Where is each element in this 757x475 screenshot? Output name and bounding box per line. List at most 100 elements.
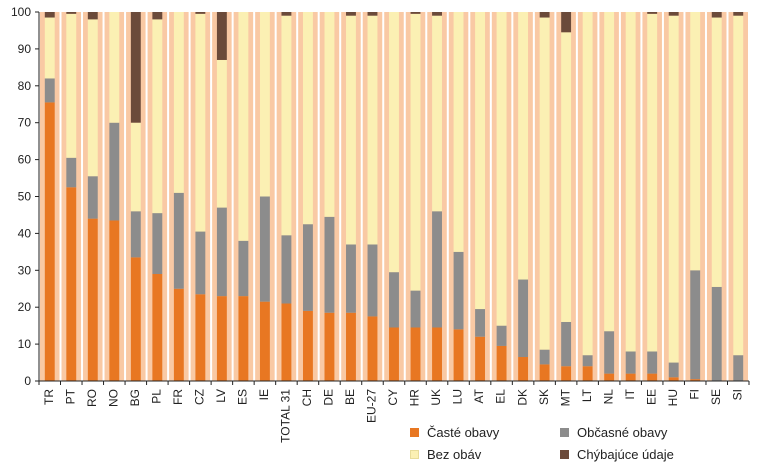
bar-segment-nl-series-1 <box>604 331 615 374</box>
bar-segment-dk-series-0 <box>518 357 529 381</box>
bar-segment-ee-series-1 <box>647 351 658 374</box>
bar-segment-eu-27-series-1 <box>367 244 378 317</box>
bar-segment-be-series-3 <box>346 12 356 16</box>
legend-swatch-obcasne-obavy <box>560 428 569 437</box>
bar-segment-se-series-1 <box>711 286 722 381</box>
bar-segment-hu-series-2 <box>668 15 679 363</box>
x-tick-label-fr: FR <box>171 389 185 405</box>
bar-segment-bg-series-2 <box>130 122 141 212</box>
y-tick-label-50: 50 <box>18 190 32 204</box>
bar-segment-lu-series-0 <box>453 329 464 381</box>
bar-segment-hu-series-1 <box>668 362 679 378</box>
bar-segment-fr-series-2 <box>173 12 184 193</box>
x-tick-label-hu: HU <box>666 389 680 406</box>
y-tick-label-20: 20 <box>18 300 32 314</box>
bar-segment-pt-series-3 <box>66 12 77 14</box>
x-tick-label-pt: PT <box>63 388 77 404</box>
y-tick-label-30: 30 <box>18 263 32 277</box>
chart-legend: Časté obavy Občasné obavy Bez obáv Chýba… <box>410 425 700 465</box>
bar-segment-bg-series-0 <box>130 257 141 381</box>
legend-label-chybajuce-udaje: Chýbajúce údaje <box>577 447 674 462</box>
x-tick-label-nl: NL <box>601 389 615 405</box>
x-tick-label-lu: LU <box>451 389 465 404</box>
bar-segment-cz-series-0 <box>195 294 206 381</box>
bar-segment-de-series-2 <box>324 12 335 217</box>
y-tick-label-40: 40 <box>18 226 32 240</box>
bar-segment-ee-series-2 <box>647 13 658 352</box>
bar-segment-ch-series-0 <box>302 310 313 381</box>
bar-segment-sk-series-2 <box>539 17 550 350</box>
bar-segment-lv-series-3 <box>216 12 227 60</box>
bar-segment-at-series-2 <box>475 12 486 310</box>
bar-segment-tr-series-2 <box>44 17 55 79</box>
x-tick-label-mt: MT <box>558 388 572 406</box>
bar-segment-es-series-1 <box>238 240 249 297</box>
x-tick-label-bg: BG <box>128 389 142 406</box>
x-tick-label-ee: EE <box>644 389 658 405</box>
x-tick-label-tr: TR <box>42 389 56 405</box>
bar-segment-sk-series-0 <box>539 364 550 381</box>
bar-segment-no-series-1 <box>109 122 120 221</box>
x-tick-label-pl: PL <box>150 389 164 404</box>
bar-segment-no-series-0 <box>109 220 120 381</box>
x-tick-label-dk: DK <box>515 389 529 406</box>
bar-segment-hr-series-2 <box>410 13 421 291</box>
bar-segment-bg-series-1 <box>130 211 141 258</box>
bar-segment-hr-series-3 <box>410 12 421 14</box>
bar-segment-it-series-1 <box>625 351 636 374</box>
bar-segment-si-series-2 <box>733 15 744 356</box>
bar-segment-pl-series-3 <box>152 12 163 20</box>
bar-segment-si-series-3 <box>733 12 744 16</box>
bar-segment-eu-27-series-0 <box>367 316 378 381</box>
bar-segment-tr-series-3 <box>44 12 55 18</box>
x-tick-label-se: SE <box>709 389 723 405</box>
bar-segment-tr-series-1 <box>44 78 55 103</box>
x-tick-label-uk: UK <box>429 389 443 406</box>
bar-segment-ro-series-0 <box>87 218 98 381</box>
bar-segment-uk-series-0 <box>432 327 442 381</box>
y-tick-label-100: 100 <box>11 5 31 19</box>
bar-segment-lt-series-2 <box>582 12 593 356</box>
bar-segment-ee-series-3 <box>647 12 658 14</box>
x-tick-label-cy: CY <box>386 389 400 406</box>
bar-segment-se-series-3 <box>711 12 722 18</box>
x-tick-label-at: AT <box>472 388 486 403</box>
x-tick-label-it: IT <box>623 388 637 399</box>
bar-segment-at-series-0 <box>475 336 486 381</box>
legend-label-bez-obav: Bez obáv <box>427 447 482 462</box>
bar-segment-ch-series-2 <box>302 12 313 225</box>
bar-segment-cy-series-0 <box>389 327 399 381</box>
bar-segment-hu-series-0 <box>668 377 679 381</box>
x-tick-label-lt: LT <box>580 388 594 402</box>
bar-segment-tr-series-0 <box>44 102 55 381</box>
bar-segment-de-series-0 <box>324 312 335 381</box>
bar-segment-mt-series-1 <box>561 321 572 367</box>
bar-segment-mt-series-2 <box>561 32 572 322</box>
bar-segment-si-series-1 <box>733 355 744 381</box>
bar-segment-nl-series-2 <box>604 12 615 332</box>
bar-segment-hu-series-3 <box>668 12 679 16</box>
legend-item-bez-obav: Bez obáv <box>410 447 481 462</box>
bar-segment-cy-series-2 <box>389 12 399 273</box>
bar-segment-sk-series-1 <box>539 349 550 365</box>
bar-segment-ie-series-2 <box>259 12 270 197</box>
y-tick-label-0: 0 <box>24 374 31 388</box>
bar-segment-no-series-2 <box>109 12 120 123</box>
x-tick-label-lv: LV <box>214 389 228 403</box>
bar-segment-dk-series-1 <box>518 279 529 358</box>
bar-segment-hr-series-0 <box>410 327 421 381</box>
bar-segment-ro-series-2 <box>87 19 98 177</box>
y-tick-label-60: 60 <box>18 153 32 167</box>
bar-segment-be-series-1 <box>346 244 356 313</box>
bar-segment-nl-series-0 <box>604 373 615 381</box>
x-tick-label-ch: CH <box>300 389 314 406</box>
bar-segment-pt-series-0 <box>66 187 77 381</box>
bar-segment-lv-series-1 <box>216 207 227 297</box>
bar-segment-fr-series-0 <box>173 288 184 381</box>
legend-label-obcasne-obavy: Občasné obavy <box>577 425 668 440</box>
bar-segment-el-series-0 <box>496 345 507 381</box>
bar-segment-cy-series-1 <box>389 272 399 328</box>
bar-segment-es-series-0 <box>238 296 249 381</box>
bar-segment-ie-series-0 <box>259 301 270 381</box>
y-tick-label-80: 80 <box>18 79 32 93</box>
